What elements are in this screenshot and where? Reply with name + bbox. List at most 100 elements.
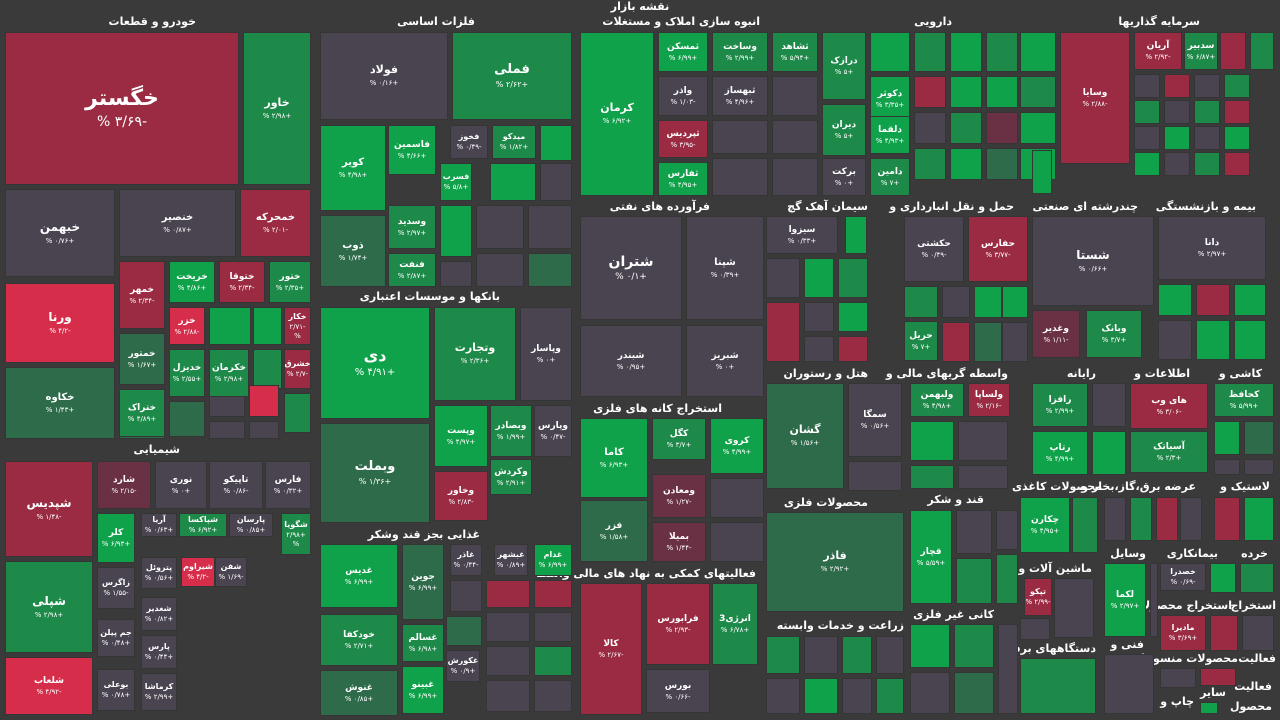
stock-tile[interactable]: فاذر +۲/۹۲ % — [766, 512, 904, 612]
stock-tile[interactable] — [1054, 578, 1094, 638]
stock-tile[interactable] — [848, 461, 902, 491]
stock-tile[interactable] — [1158, 320, 1192, 360]
stock-tile[interactable] — [169, 401, 205, 437]
stock-tile[interactable]: فنفت +۲/۸۷ % — [388, 253, 436, 287]
stock-tile[interactable]: نوری +۰ % — [155, 461, 207, 509]
stock-tile[interactable]: پارس +۰/۴۴ % — [141, 635, 177, 669]
stock-tile[interactable]: کروی +۴/۹۹ % — [710, 418, 764, 474]
stock-tile[interactable]: غبینو +۶/۹۹ % — [402, 666, 444, 714]
stock-tile[interactable] — [1164, 152, 1190, 176]
stock-tile[interactable] — [1164, 100, 1190, 124]
stock-tile[interactable] — [998, 624, 1018, 714]
stock-tile[interactable] — [1032, 150, 1052, 194]
stock-tile[interactable] — [870, 32, 910, 72]
stock-tile[interactable]: غاذر -۰/۴۴ % — [450, 544, 482, 576]
stock-tile[interactable] — [710, 478, 764, 518]
stock-tile[interactable]: دی +۴/۹۱ % — [320, 307, 430, 419]
stock-tile[interactable] — [804, 636, 838, 674]
stock-tile[interactable]: دلقما +۴/۹۳ % — [870, 116, 910, 154]
stock-tile[interactable] — [490, 163, 536, 201]
stock-tile[interactable]: خزر -۲/۸۸ % — [169, 307, 205, 345]
stock-tile[interactable]: شستا +۰/۶۶ % — [1032, 216, 1154, 306]
stock-tile[interactable] — [1244, 497, 1274, 541]
stock-tile[interactable] — [766, 302, 800, 362]
stock-tile[interactable] — [1196, 284, 1230, 316]
stock-tile[interactable] — [1210, 615, 1238, 651]
stock-tile[interactable] — [996, 510, 1018, 550]
stock-tile[interactable]: وغدیر -۱/۱۱ % — [1032, 310, 1080, 358]
stock-tile[interactable] — [1134, 74, 1160, 98]
stock-tile[interactable]: کلر +۶/۹۳ % — [97, 513, 135, 563]
stock-tile[interactable]: میدکو +۱/۸۲ % — [492, 125, 536, 159]
stock-tile[interactable] — [910, 421, 954, 461]
stock-tile[interactable] — [772, 76, 818, 116]
stock-tile[interactable]: وپست +۴/۹۷ % — [434, 405, 488, 467]
stock-tile[interactable] — [804, 678, 838, 714]
stock-tile[interactable] — [253, 349, 282, 389]
stock-tile[interactable]: خودکفا +۲/۷۱ % — [320, 614, 398, 666]
stock-tile[interactable]: خمهر -۲/۳۴ % — [119, 261, 165, 329]
stock-tile[interactable] — [1234, 320, 1266, 360]
stock-tile[interactable] — [950, 32, 982, 72]
stock-tile[interactable] — [956, 510, 992, 554]
stock-tile[interactable] — [845, 216, 867, 254]
stock-tile[interactable]: شبندر +۰/۹۵ % — [580, 325, 682, 397]
stock-tile[interactable] — [1214, 497, 1240, 541]
stock-tile[interactable] — [540, 125, 572, 161]
stock-tile[interactable]: ولبهمن +۴/۹۸ % — [910, 383, 964, 417]
stock-tile[interactable]: غسالم +۶/۹۸ % — [402, 624, 444, 662]
stock-tile[interactable]: حفارس -۳/۷۷ % — [968, 216, 1028, 282]
stock-tile[interactable] — [486, 680, 530, 712]
stock-tile[interactable]: خدیزل +۲/۵۵ % — [169, 349, 205, 397]
stock-tile[interactable] — [446, 616, 482, 646]
stock-tile[interactable] — [1210, 563, 1236, 593]
stock-tile[interactable] — [1164, 126, 1190, 150]
stock-tile[interactable] — [996, 554, 1018, 604]
stock-tile[interactable]: شغدیر +۰/۸۲ % — [141, 597, 177, 631]
stock-tile[interactable] — [1134, 152, 1160, 176]
stock-tile[interactable]: فارس +۰/۳۲ % — [265, 461, 311, 509]
stock-tile[interactable] — [804, 336, 834, 362]
stock-tile[interactable] — [476, 205, 524, 249]
stock-tile[interactable] — [710, 522, 764, 562]
stock-tile[interactable]: شپلی +۲/۹۸ % — [5, 561, 93, 653]
stock-tile[interactable]: فخوز -۰/۴۹ % — [450, 125, 488, 159]
stock-tile[interactable] — [910, 624, 950, 668]
stock-tile[interactable] — [766, 678, 800, 714]
stock-tile[interactable]: خبهمن +۰/۷۶ % — [5, 189, 115, 277]
stock-tile[interactable] — [1250, 32, 1274, 70]
stock-tile[interactable] — [1240, 563, 1274, 593]
stock-tile[interactable]: تپکو -۲/۹۹ % — [1024, 578, 1052, 616]
stock-tile[interactable]: ثشاهد +۵/۹۴ % — [772, 32, 818, 72]
stock-tile[interactable] — [534, 646, 572, 676]
stock-tile[interactable]: فرابورس -۲/۹۳ % — [646, 583, 710, 665]
stock-tile[interactable]: وسایا -۲/۸۸ % — [1060, 32, 1130, 164]
stock-tile[interactable]: مادیرا +۳/۶۹ % — [1160, 615, 1206, 651]
stock-tile[interactable] — [1158, 284, 1192, 316]
stock-tile[interactable]: ثپردیس -۳/۹۵ % — [658, 120, 708, 158]
stock-tile[interactable] — [804, 258, 834, 298]
stock-tile[interactable]: برکت +۰ % — [822, 158, 866, 196]
stock-tile[interactable]: ومعادن -۱/۲۷ % — [652, 474, 706, 518]
stock-tile[interactable] — [1002, 286, 1028, 318]
stock-tile[interactable]: زاگرس -۱/۵۵ % — [97, 567, 135, 609]
stock-tile[interactable]: بورس -۰/۶۶ % — [646, 669, 710, 713]
stock-tile[interactable] — [950, 76, 982, 108]
stock-tile[interactable] — [1092, 431, 1126, 475]
stock-tile[interactable]: حریل +۷ % — [904, 321, 938, 361]
stock-tile[interactable]: دیران +۵ % — [822, 104, 866, 156]
stock-tile[interactable]: شپنا +۰/۳۹ % — [686, 216, 764, 320]
stock-tile[interactable] — [534, 580, 572, 608]
stock-tile[interactable]: سیزوا +۰/۳۳ % — [766, 216, 838, 254]
stock-tile[interactable] — [986, 32, 1018, 72]
stock-tile[interactable]: شلعاب -۴/۹۲ % — [5, 657, 93, 715]
stock-tile[interactable]: بوعلی +۰/۷۸ % — [97, 669, 135, 711]
stock-tile[interactable] — [440, 261, 472, 287]
stock-tile[interactable]: ختراک +۴/۸۹ % — [119, 389, 165, 437]
stock-tile[interactable]: پارسان +۰/۸۵ % — [229, 513, 273, 537]
stock-tile[interactable]: خکار -۲/۷۱ % — [284, 307, 311, 345]
stock-tile[interactable] — [1020, 618, 1050, 640]
stock-tile[interactable]: وکردش +۲/۹۱ % — [490, 459, 532, 495]
stock-tile[interactable] — [1224, 74, 1250, 98]
stock-tile[interactable] — [450, 580, 482, 612]
